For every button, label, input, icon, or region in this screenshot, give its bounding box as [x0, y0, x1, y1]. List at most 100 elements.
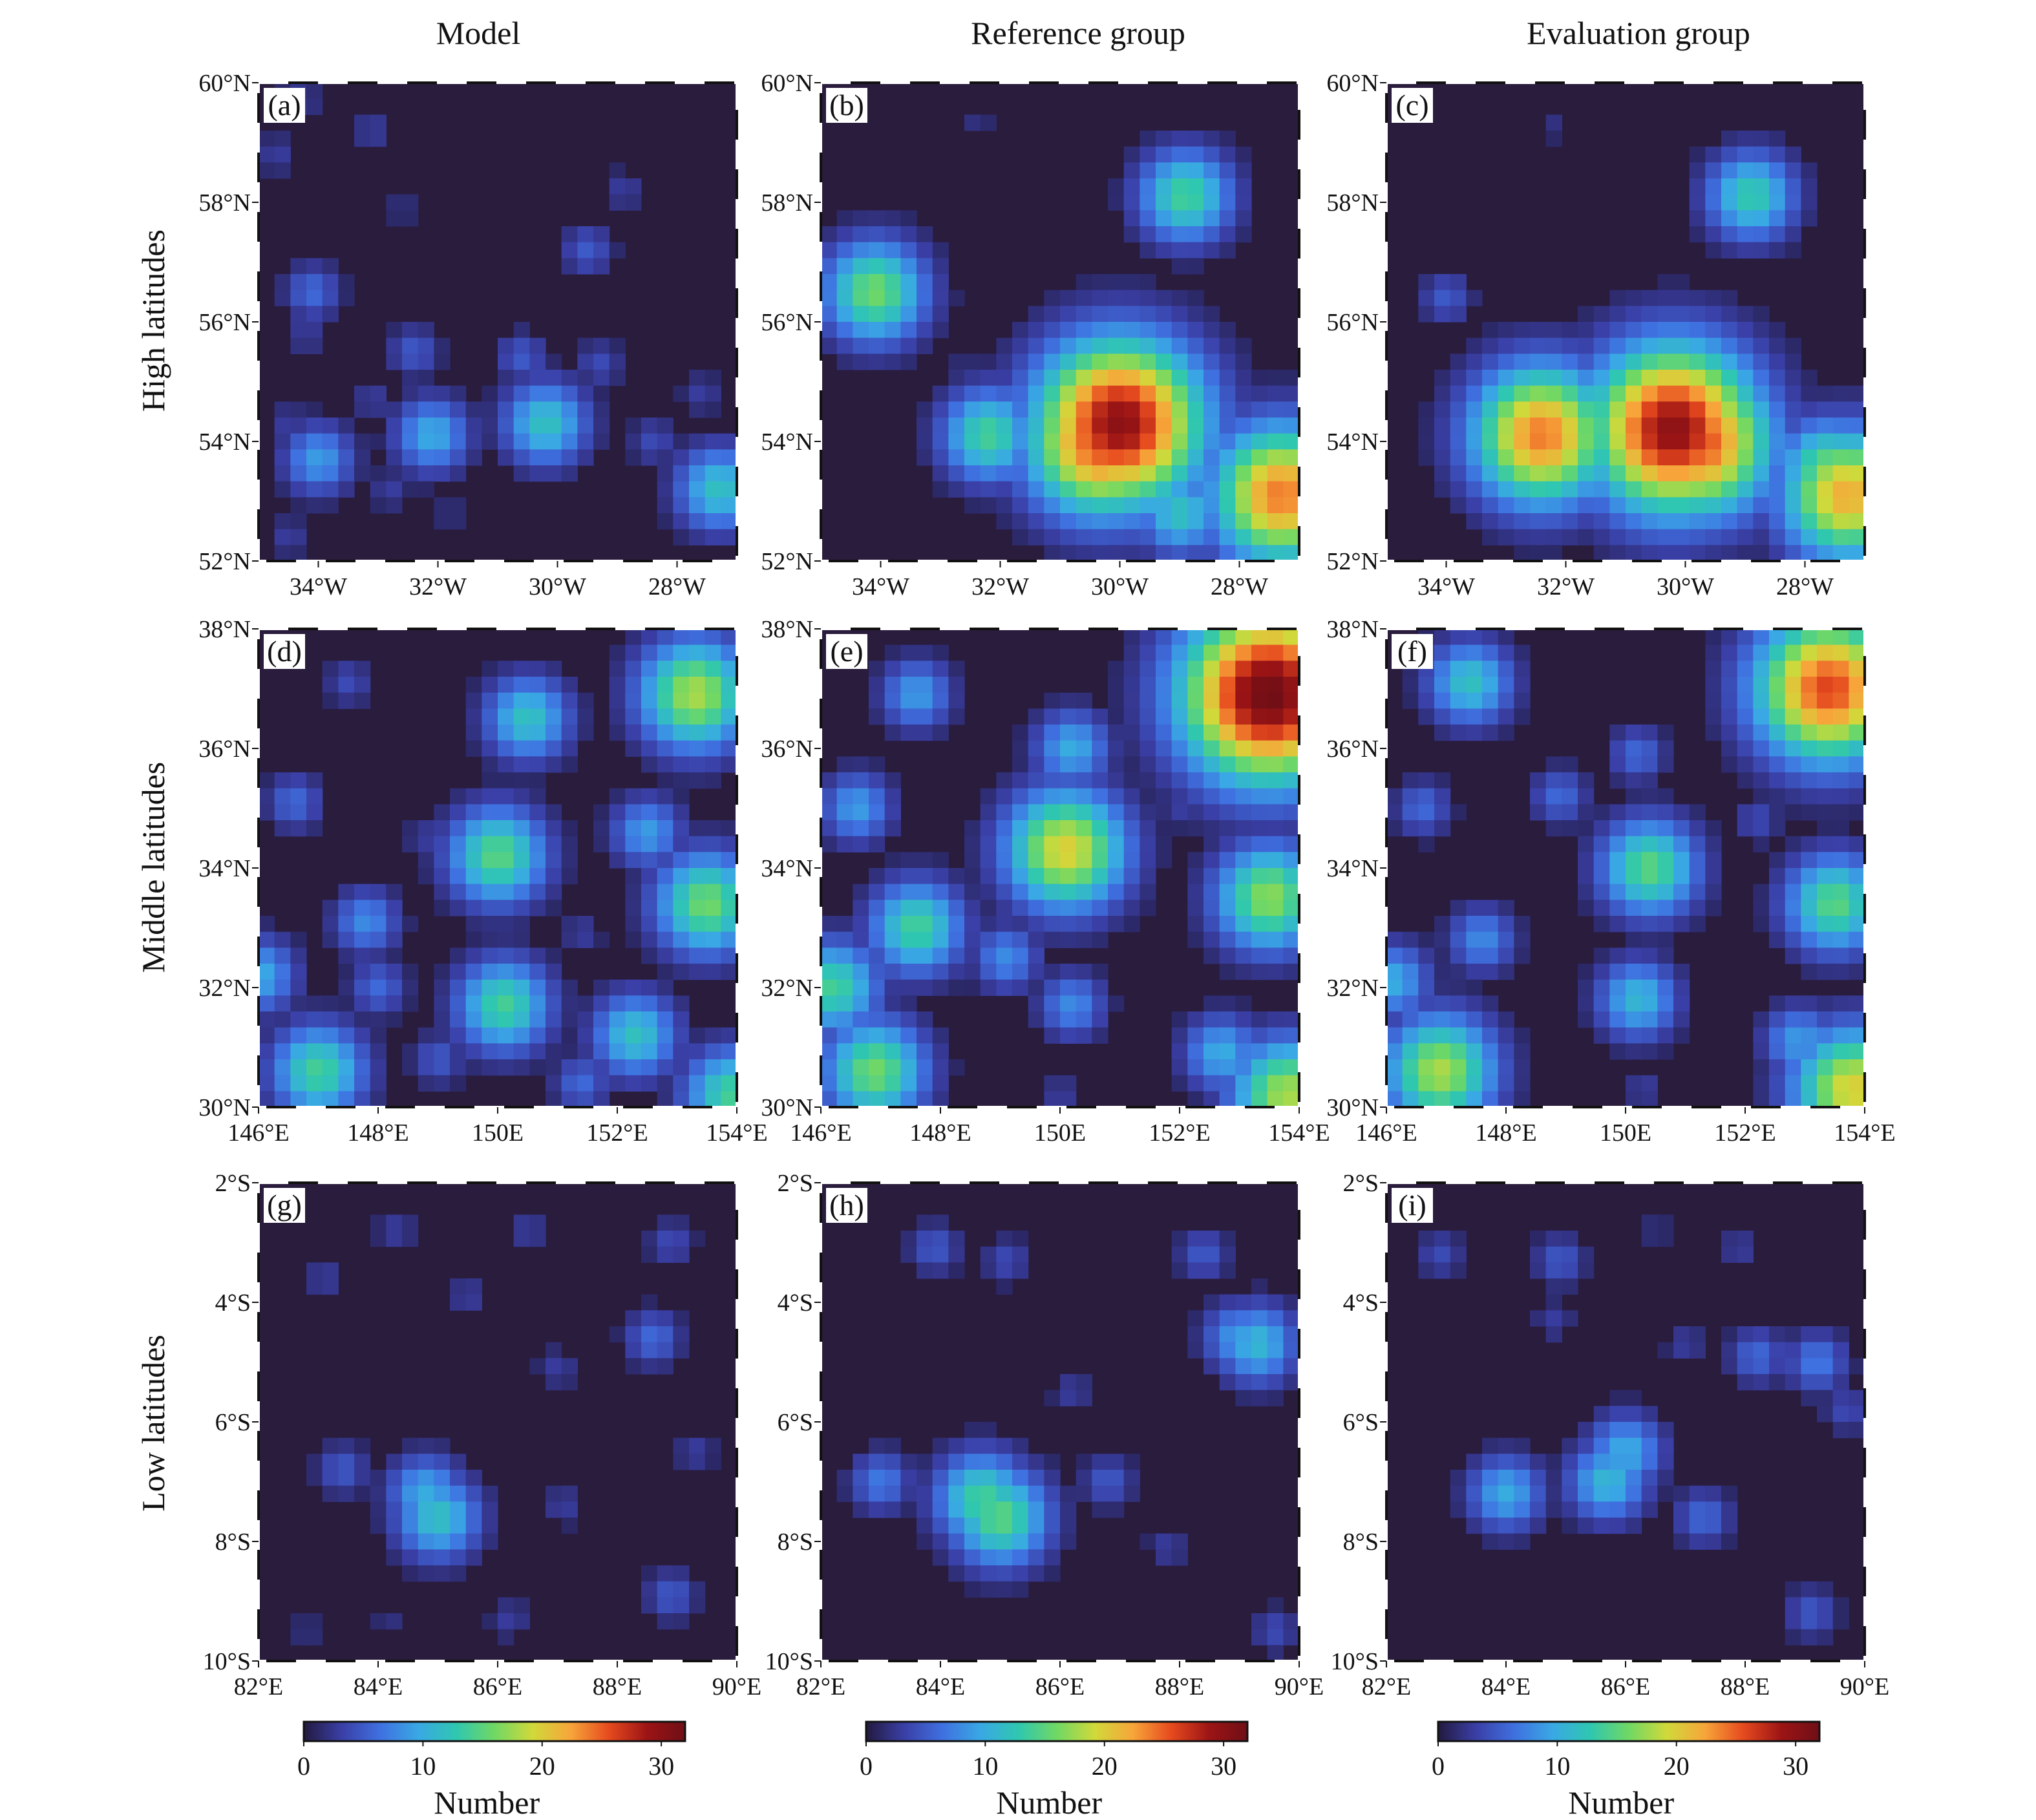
heatmap-cell [996, 449, 1013, 466]
heatmap-cell [402, 820, 419, 837]
heatmap-cell [625, 1027, 642, 1044]
heatmap-cell [1753, 131, 1770, 147]
heatmap-cell [1235, 916, 1252, 933]
heatmap-cell [1012, 1470, 1029, 1487]
heatmap-cell [1689, 884, 1706, 900]
heatmap-cell [1801, 644, 1818, 661]
heatmap-cell [1514, 1533, 1531, 1550]
heatmap-cell [1187, 1326, 1204, 1343]
heatmap-cell [1562, 337, 1578, 354]
heatmap-cell [996, 979, 1013, 996]
heatmap-cell [1769, 481, 1786, 498]
heatmap-cell [1514, 513, 1531, 530]
heatmap-cell [402, 964, 419, 980]
heatmap-cell [1076, 497, 1092, 514]
heatmap-cell [964, 1565, 981, 1582]
heatmap-cell [869, 1485, 885, 1502]
heatmap-cell [1578, 772, 1595, 789]
heatmap-cell [513, 931, 530, 948]
heatmap-cell [354, 900, 371, 916]
heatmap-cell [1626, 497, 1642, 514]
heatmap-cell [1753, 162, 1770, 179]
heatmap-cell [641, 725, 658, 741]
heatmap-cell [529, 1358, 546, 1375]
heatmap-cell [673, 1437, 690, 1454]
heatmap-cell [1092, 900, 1108, 916]
heatmap-cell [1028, 306, 1045, 323]
heatmap-cell [869, 708, 885, 725]
heatmap-cell [1785, 677, 1801, 693]
heatmap-cell [322, 481, 339, 498]
heatmap-cell [1785, 1613, 1801, 1630]
heatmap-cell [561, 995, 578, 1012]
heatmap-cell [513, 916, 530, 933]
heatmap-cell [577, 708, 594, 725]
heatmap-cell [1283, 644, 1299, 661]
heatmap-cell [1641, 370, 1658, 386]
heatmap-cell [290, 804, 307, 821]
heatmap-cell [1171, 290, 1188, 306]
heatmap-cell [513, 1043, 530, 1060]
heatmap-cell [1626, 1075, 1642, 1092]
heatmap-cell [1626, 545, 1642, 561]
heatmap-cell [1545, 481, 1562, 498]
heatmap-cell [1801, 1043, 1818, 1060]
heatmap-cell [1156, 545, 1172, 561]
heatmap-cell [1769, 868, 1786, 885]
heatmap-cell [1609, 481, 1626, 498]
heatmap-cell [1705, 242, 1722, 259]
heatmap-cell [1609, 852, 1626, 869]
heatmap-cell [641, 1581, 658, 1598]
heatmap-cell [1721, 146, 1738, 163]
heatmap-cell [673, 1075, 690, 1092]
heatmap-cell [498, 385, 514, 402]
heatmap-cell [1251, 772, 1268, 789]
heatmap-cell [259, 772, 275, 789]
heatmap-cell [306, 1027, 323, 1044]
heatmap-cell [1753, 370, 1770, 386]
heatmap-cell [354, 1043, 371, 1060]
heatmap-cell [1832, 772, 1849, 789]
heatmap-cell [434, 1011, 451, 1028]
heatmap-cell [705, 708, 721, 725]
heatmap-cell [1219, 852, 1236, 869]
y-tick-label: 54°N [1326, 429, 1379, 456]
heatmap-cell [689, 449, 706, 466]
heatmap-cell [1673, 529, 1690, 545]
heatmap-cell [1171, 725, 1188, 741]
heatmap-cell [1251, 1027, 1268, 1044]
x-tick-label: 30°W [1091, 573, 1149, 600]
x-tick-label: 28°W [1211, 573, 1268, 600]
heatmap-cell [932, 290, 949, 306]
heatmap-cell [1140, 725, 1156, 741]
heatmap-cell [513, 449, 530, 466]
heatmap-cell [1530, 1262, 1547, 1279]
heatmap-cell [1530, 481, 1547, 498]
heatmap-cell [948, 433, 965, 450]
heatmap-cell [625, 995, 642, 1012]
heatmap-cell [482, 1613, 498, 1630]
panel-letter: (f) [1397, 635, 1427, 668]
heatmap-cell [1482, 1533, 1499, 1550]
heatmap-cell [354, 1075, 371, 1092]
heatmap-cell [386, 354, 403, 370]
heatmap-cell [338, 884, 355, 900]
x-tick-label: 154°E [706, 1119, 767, 1147]
heatmap-cell [1123, 162, 1140, 179]
heatmap-cell [1657, 465, 1674, 482]
heatmap-cell [1123, 1454, 1140, 1470]
heatmap-cell [1235, 210, 1252, 227]
heatmap-cell [1235, 1011, 1252, 1028]
heatmap-cell [932, 931, 949, 948]
heatmap-cell [705, 947, 721, 964]
heatmap-cell [1386, 964, 1403, 980]
heatmap-cell [593, 258, 610, 275]
heatmap-cell [1283, 465, 1299, 482]
heatmap-cell [1545, 804, 1562, 821]
heatmap-cell [1832, 465, 1849, 482]
heatmap-cell [338, 418, 355, 434]
heatmap-cell [370, 1011, 387, 1028]
heatmap-cell [1545, 772, 1562, 789]
heatmap-cell [1673, 1011, 1690, 1028]
heatmap-cell [498, 354, 514, 370]
